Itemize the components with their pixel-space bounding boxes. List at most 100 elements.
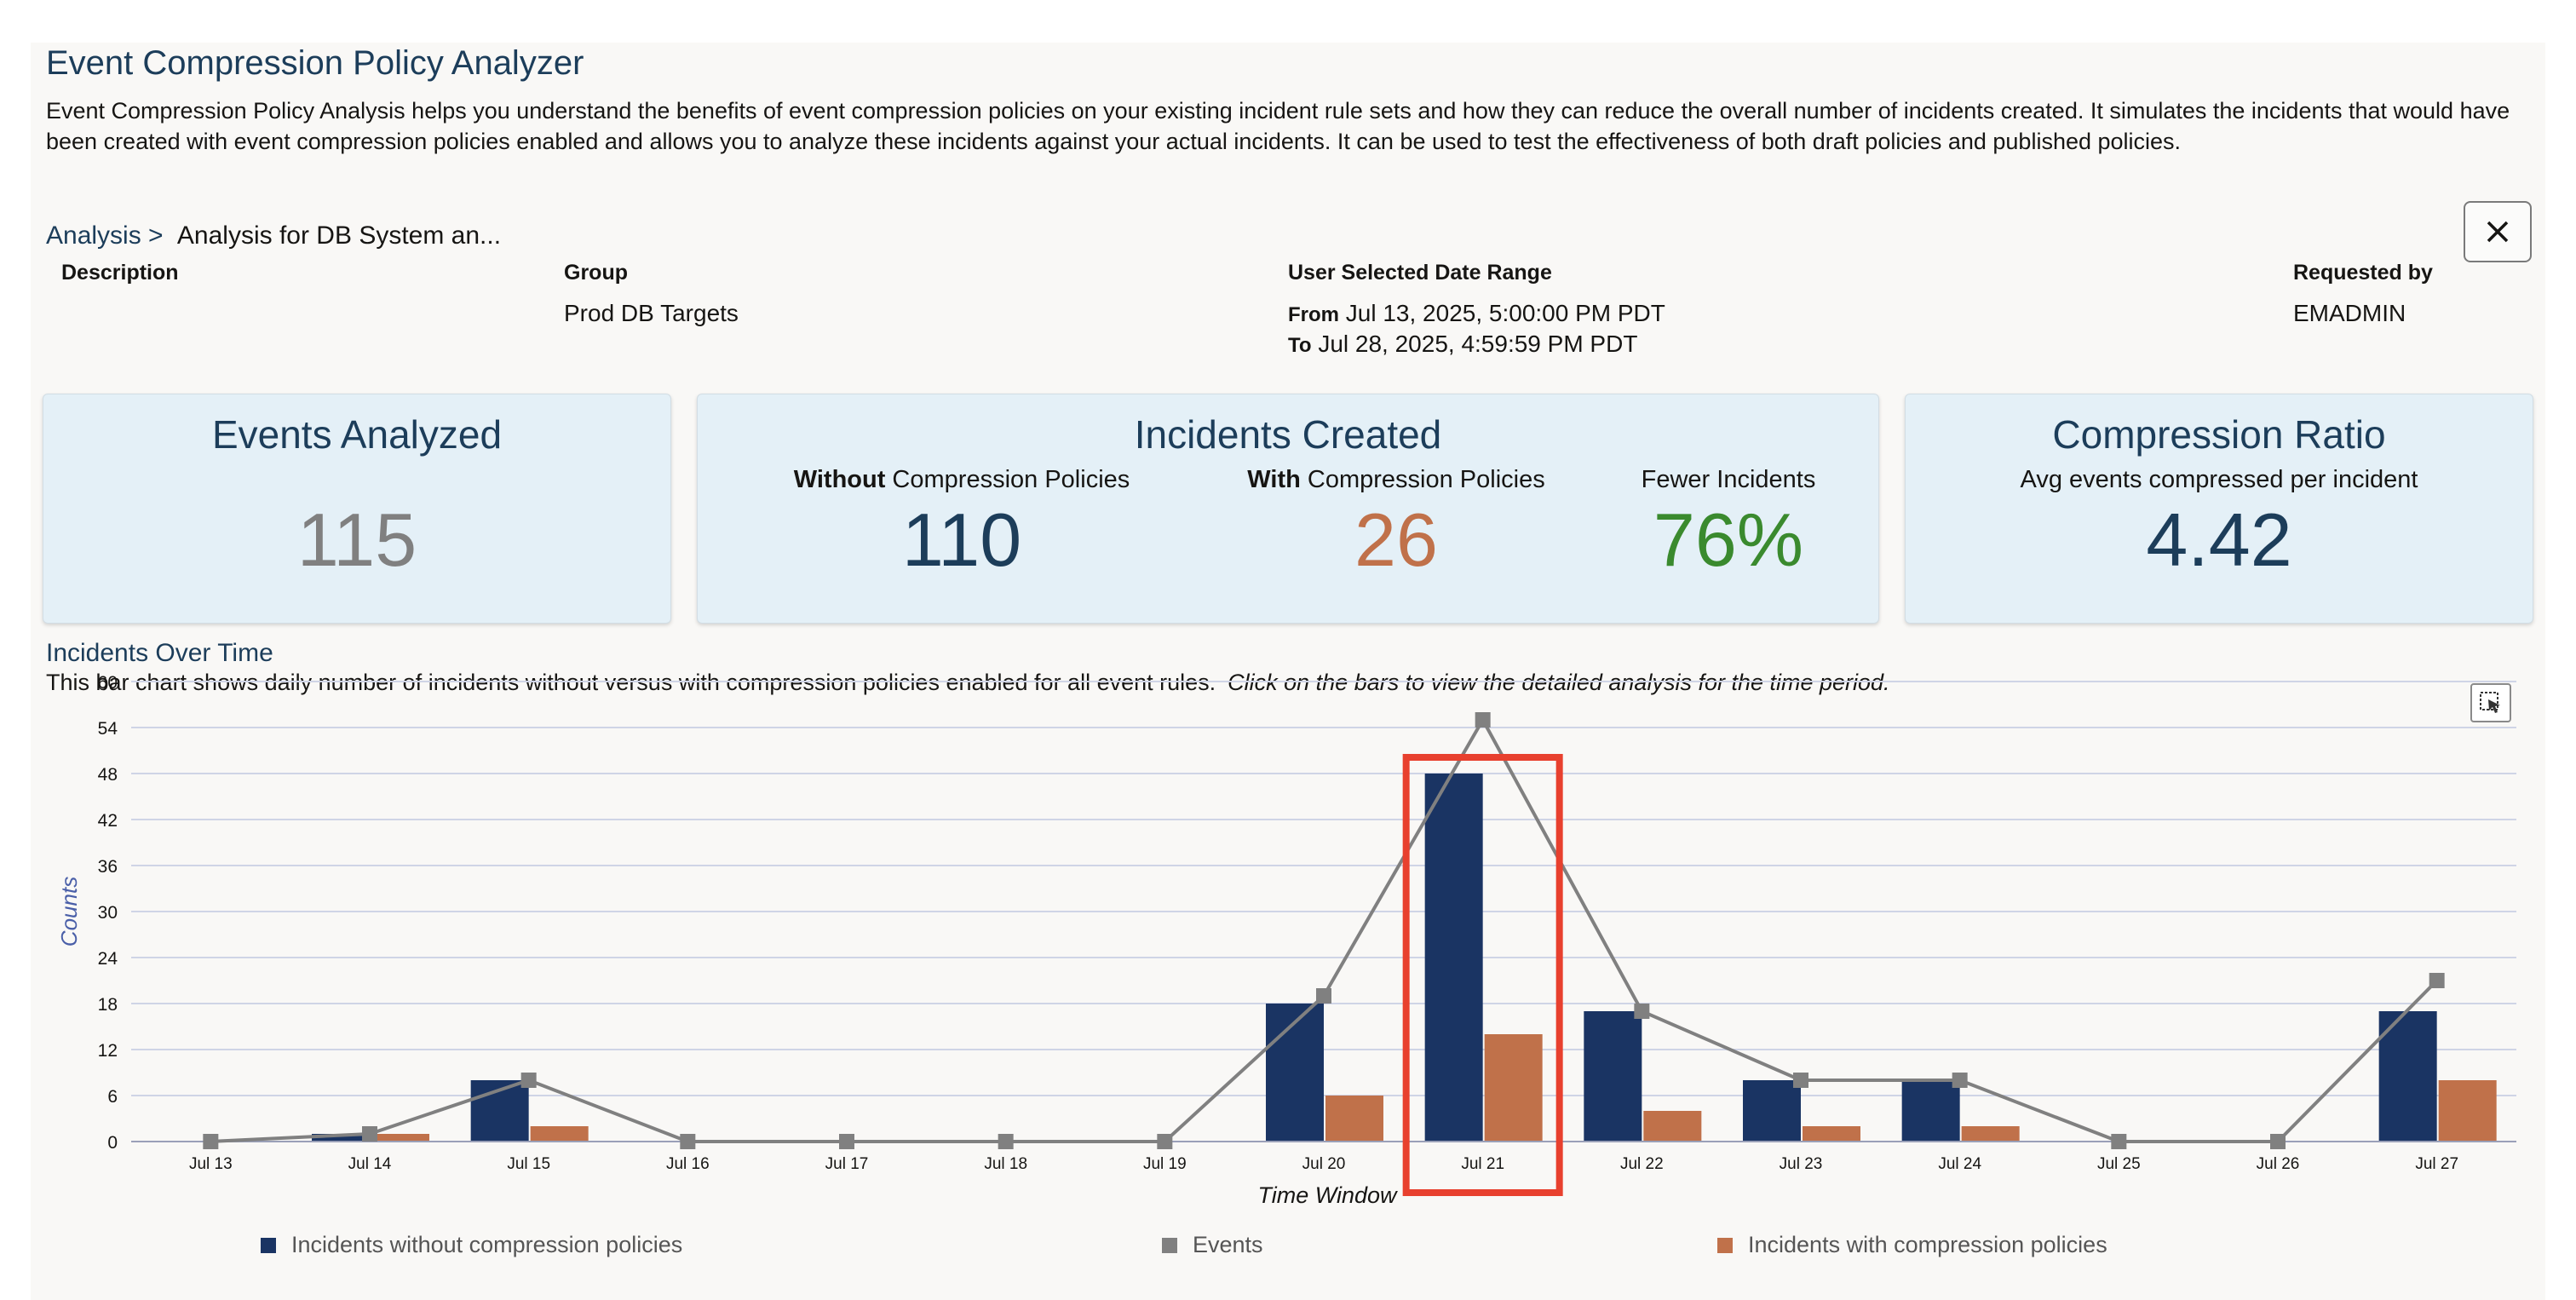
x-tick-label: Jul 19 bbox=[1143, 1155, 1187, 1173]
bar-with-compression[interactable] bbox=[1484, 1034, 1543, 1142]
events-marker[interactable] bbox=[680, 1134, 696, 1149]
bar-with-compression[interactable] bbox=[2438, 1080, 2497, 1142]
x-tick-label: Jul 13 bbox=[189, 1155, 233, 1173]
events-analyzed-card: Events Analyzed 115 bbox=[43, 394, 671, 624]
breadcrumb: Analysis > Analysis for DB System an... bbox=[46, 221, 501, 250]
bar-without-compression[interactable] bbox=[1584, 1011, 1642, 1142]
selection-tool-icon bbox=[2480, 692, 2500, 713]
breadcrumb-current: Analysis for DB System an... bbox=[176, 221, 502, 250]
events-marker[interactable] bbox=[839, 1134, 854, 1149]
x-tick-label: Jul 25 bbox=[2097, 1155, 2141, 1173]
with-rest: Compression Policies bbox=[1300, 466, 1545, 493]
from-label: From bbox=[1288, 303, 1339, 326]
compression-ratio-value: 4.42 bbox=[2146, 498, 2292, 582]
x-tick-label: Jul 16 bbox=[666, 1155, 710, 1173]
events-marker[interactable] bbox=[362, 1126, 377, 1142]
bar-without-compression[interactable] bbox=[1901, 1080, 1960, 1142]
date-from: From Jul 13, 2025, 5:00:00 PM PDT bbox=[1288, 300, 1665, 327]
events-marker[interactable] bbox=[520, 1073, 537, 1088]
x-tick-label: Jul 22 bbox=[1620, 1155, 1664, 1173]
with-policies-label: With Compression Policies bbox=[1183, 466, 1609, 494]
y-tick-label: 24 bbox=[98, 949, 118, 969]
close-button[interactable] bbox=[2464, 201, 2532, 262]
with-policies-value: 26 bbox=[1354, 498, 1438, 582]
legend-item-with[interactable]: Incidents with compression policies bbox=[1717, 1232, 2107, 1258]
bar-without-compression[interactable] bbox=[312, 1134, 370, 1142]
compression-ratio-title: Compression Ratio bbox=[2052, 412, 2386, 457]
without-policies-value: 110 bbox=[901, 498, 1022, 582]
y-axis-label: Counts bbox=[56, 877, 82, 946]
events-marker[interactable] bbox=[203, 1134, 219, 1149]
x-tick-label: Jul 20 bbox=[1302, 1155, 1346, 1173]
events-marker[interactable] bbox=[1793, 1073, 1808, 1088]
x-tick-label: Jul 23 bbox=[1780, 1155, 1823, 1173]
compression-ratio-card: Compression Ratio Avg events compressed … bbox=[1905, 394, 2533, 624]
x-axis-label: Time Window bbox=[1257, 1182, 1398, 1208]
bar-with-compression[interactable] bbox=[1961, 1126, 2020, 1142]
bar-without-compression[interactable] bbox=[1743, 1080, 1801, 1142]
x-tick-label: Jul 26 bbox=[2257, 1155, 2300, 1173]
legend-swatch-with bbox=[1717, 1237, 1733, 1253]
events-analyzed-title: Events Analyzed bbox=[211, 412, 503, 457]
page-title: Event Compression Policy Analyzer bbox=[46, 44, 584, 82]
events-marker[interactable] bbox=[998, 1134, 1014, 1149]
events-marker[interactable] bbox=[1634, 1004, 1650, 1019]
from-value: Jul 13, 2025, 5:00:00 PM PDT bbox=[1345, 300, 1665, 326]
legend-item-events[interactable]: Events bbox=[1162, 1232, 1263, 1258]
x-tick-label: Jul 24 bbox=[1938, 1155, 1981, 1173]
x-tick-label: Jul 18 bbox=[984, 1155, 1027, 1173]
bar-with-compression[interactable] bbox=[530, 1126, 589, 1142]
bar-with-compression[interactable] bbox=[1803, 1126, 1860, 1142]
events-marker[interactable] bbox=[2429, 973, 2445, 988]
bar-without-compression[interactable] bbox=[1266, 1004, 1324, 1142]
group-label: Group bbox=[564, 261, 628, 285]
bar-with-compression[interactable] bbox=[1325, 1096, 1383, 1142]
events-line bbox=[210, 716, 2439, 1143]
events-marker[interactable] bbox=[1952, 1073, 1968, 1088]
y-tick-label: 60 bbox=[98, 673, 118, 693]
y-tick-label: 12 bbox=[98, 1041, 118, 1061]
highlight-box bbox=[1402, 754, 1563, 1196]
bar-without-compression[interactable] bbox=[2378, 1011, 2437, 1142]
events-marker[interactable] bbox=[1316, 988, 1331, 1004]
x-tick-label: Jul 14 bbox=[348, 1155, 392, 1173]
x-tick-label: Jul 17 bbox=[825, 1155, 869, 1173]
events-analyzed-value: 115 bbox=[296, 498, 417, 582]
y-tick-label: 30 bbox=[98, 903, 118, 923]
to-value: Jul 28, 2025, 4:59:59 PM PDT bbox=[1318, 331, 1638, 357]
group-value: Prod DB Targets bbox=[564, 300, 739, 326]
fewer-incidents-value: 76% bbox=[1653, 498, 1804, 582]
requested-by-label: Requested by bbox=[2293, 261, 2433, 285]
chart-section-title: Incidents Over Time bbox=[46, 639, 273, 667]
with-bold: With bbox=[1247, 466, 1301, 493]
breadcrumb-analysis-link[interactable]: Analysis > bbox=[46, 221, 164, 250]
requested-by-value: EMADMIN bbox=[2293, 300, 2406, 326]
x-tick-label: Jul 27 bbox=[2415, 1155, 2458, 1173]
fewer-incidents-label: Fewer Incidents bbox=[1641, 466, 1816, 493]
date-to: To Jul 28, 2025, 4:59:59 PM PDT bbox=[1288, 331, 1637, 358]
description-label: Description bbox=[61, 261, 179, 285]
without-rest: Compression Policies bbox=[885, 466, 1130, 493]
bar-with-compression[interactable] bbox=[1643, 1111, 1702, 1142]
without-bold: Without bbox=[793, 466, 886, 493]
legend-label-with: Incidents with compression policies bbox=[1748, 1232, 2107, 1257]
legend-label-without: Incidents without compression policies bbox=[291, 1232, 683, 1257]
incidents-created-card: Incidents Created Without Compression Po… bbox=[697, 394, 1879, 624]
events-marker[interactable] bbox=[1475, 712, 1491, 728]
events-marker[interactable] bbox=[2111, 1134, 2127, 1149]
bar-without-compression[interactable] bbox=[1424, 774, 1483, 1142]
to-label: To bbox=[1288, 334, 1312, 357]
page-description: Event Compression Policy Analysis helps … bbox=[46, 98, 2510, 154]
y-tick-label: 54 bbox=[98, 719, 118, 739]
legend-item-without[interactable]: Incidents without compression policies bbox=[261, 1232, 682, 1258]
chart-selection-tool-button[interactable] bbox=[2470, 683, 2511, 722]
events-marker[interactable] bbox=[1157, 1134, 1173, 1149]
x-tick-label: Jul 21 bbox=[1461, 1155, 1504, 1173]
bar-with-compression[interactable] bbox=[371, 1134, 429, 1142]
y-tick-label: 42 bbox=[98, 811, 118, 831]
y-tick-label: 48 bbox=[98, 765, 118, 785]
y-tick-label: 18 bbox=[98, 995, 118, 1015]
events-marker[interactable] bbox=[2270, 1134, 2286, 1149]
close-icon bbox=[2487, 221, 2509, 243]
legend-swatch-events bbox=[1162, 1237, 1177, 1253]
